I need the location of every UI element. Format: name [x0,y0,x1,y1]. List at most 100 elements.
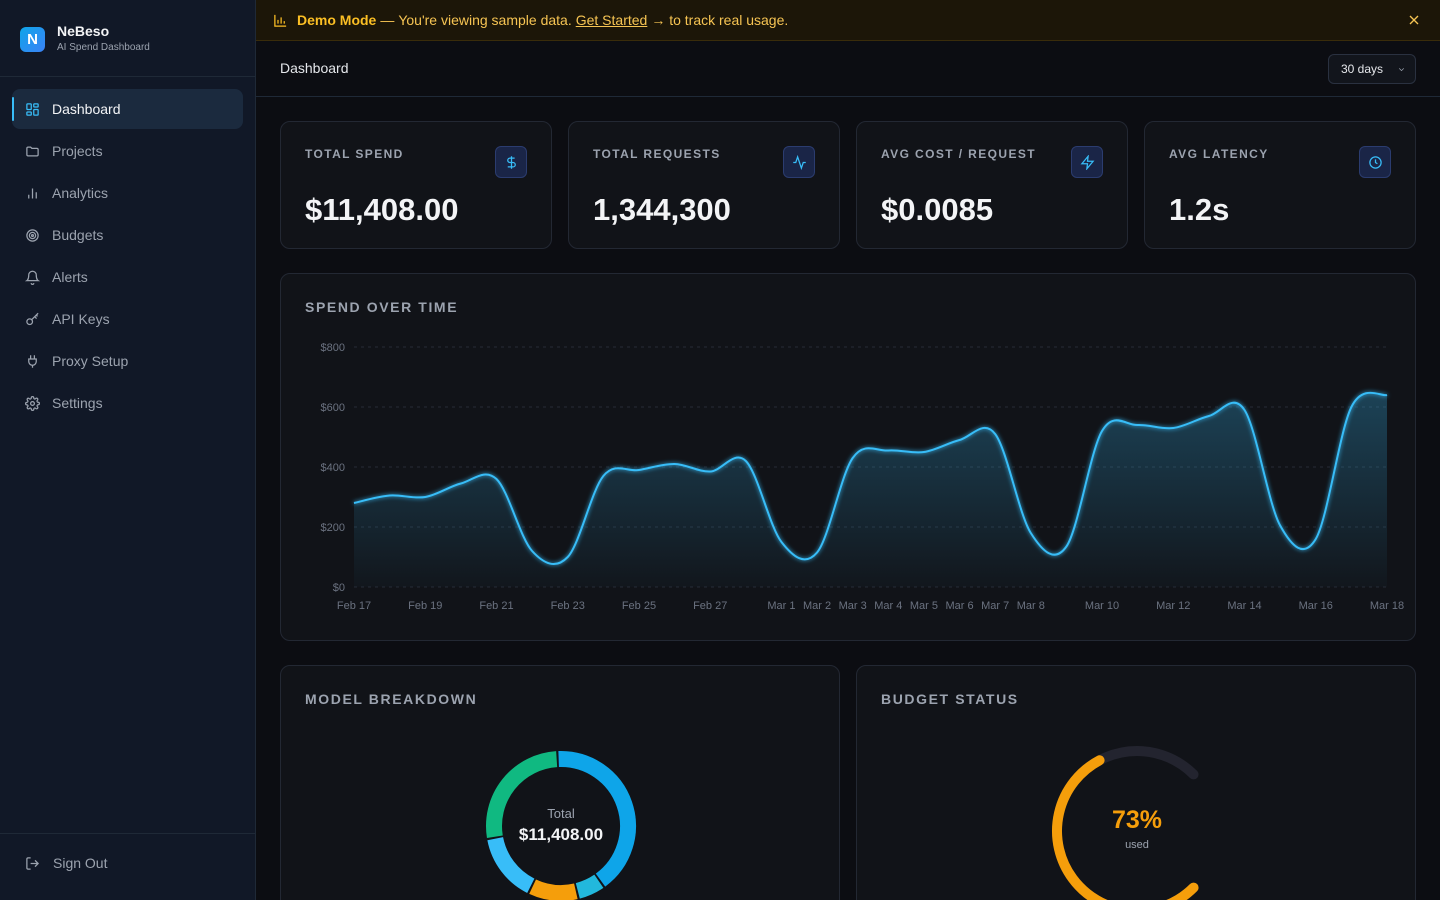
x-tick-label: Mar 4 [874,600,902,612]
stat-label: TOTAL REQUESTS [593,147,721,161]
banner-after-text: → to track real usage. [651,12,789,28]
x-tick-label: Mar 3 [839,600,867,612]
brand[interactable]: N NeBeso AI Spend Dashboard [20,22,150,56]
x-tick-label: Feb 19 [408,600,442,612]
sidebar: N NeBeso AI Spend Dashboard Dashboard Pr… [0,0,256,900]
brand-name: NeBeso [57,23,110,39]
sidebar-item-projects[interactable]: Projects [12,131,243,171]
donut-center-value: $11,408.00 [519,825,603,844]
dollar-icon [495,146,527,178]
sign-out-button[interactable]: Sign Out [24,855,107,871]
x-tick-label: Mar 12 [1156,600,1190,612]
sidebar-item-label: Dashboard [52,101,121,117]
sign-out-label: Sign Out [53,855,108,871]
x-tick-label: Mar 5 [910,600,938,612]
budget-used-label: used [1125,839,1149,851]
budget-percent: 73% [1112,806,1162,834]
stat-card-total-requests: TOTAL REQUESTS 1,344,300 [568,121,840,249]
x-tick-label: Feb 27 [693,600,727,612]
sidebar-item-analytics[interactable]: Analytics [12,173,243,213]
y-tick-label: $200 [321,522,345,534]
lightning-icon [1071,146,1103,178]
dashboard-grid-icon [24,101,40,117]
stat-value: 1.2s [1169,192,1230,227]
sidebar-item-label: Projects [52,143,103,159]
target-icon [24,227,40,243]
budget-gauge: 73% used [1052,746,1199,900]
model-breakdown-card: MODEL BREAKDOWN Total $11,408.00 [280,665,840,900]
get-started-link[interactable]: Get Started [575,12,648,28]
key-icon [24,311,40,327]
gauge-fill [1052,755,1199,900]
brand-logo: N [20,26,45,52]
x-tick-label: Mar 7 [981,600,1009,612]
x-tick-label: Mar 18 [1370,600,1404,612]
demo-mode-banner: Demo Mode — You're viewing sample data. … [256,0,1440,41]
sidebar-item-api-keys[interactable]: API Keys [12,299,243,339]
donut-slice[interactable] [529,879,578,900]
date-range-select[interactable]: 30 days [1328,54,1416,84]
stat-label: TOTAL SPEND [305,147,404,161]
sidebar-nav: Dashboard Projects Analytics Budgets Ale… [12,89,243,425]
spend-area [354,392,1387,587]
sidebar-item-label: Settings [52,395,103,411]
x-tick-label: Mar 8 [1017,600,1045,612]
date-range-value: 30 days [1341,62,1384,76]
x-tick-label: Feb 25 [622,600,656,612]
spend-line [353,391,1388,566]
model-donut-chart: Total $11,408.00 [486,751,636,900]
donut-slice[interactable] [558,751,636,887]
y-tick-label: $600 [321,402,345,414]
chevron-down-icon [1398,68,1405,72]
section-title: MODEL BREAKDOWN [305,691,478,707]
sidebar-item-proxy-setup[interactable]: Proxy Setup [12,341,243,381]
brand-subtitle: AI Spend Dashboard [57,42,150,53]
sidebar-item-dashboard[interactable]: Dashboard [12,89,243,129]
y-tick-label: $0 [333,582,345,594]
clock-icon [1359,146,1391,178]
stat-value: $0.0085 [881,192,994,227]
y-tick-label: $400 [321,462,345,474]
stat-card-total-spend: TOTAL SPEND $11,408.00 [280,121,552,249]
gear-icon [24,395,40,411]
x-tick-label: Feb 23 [551,600,585,612]
budget-status-card: BUDGET STATUS 73% used [856,665,1416,900]
divider [0,833,255,834]
x-tick-label: Mar 1 [767,600,795,612]
activity-pulse-icon [783,146,815,178]
bell-icon [24,269,40,285]
sidebar-item-label: Analytics [52,185,109,201]
folder-icon [24,143,40,159]
page-title: Dashboard [280,60,349,76]
sign-out-icon [24,855,40,871]
close-icon[interactable] [1406,12,1422,28]
donut-center-label: Total [547,806,575,821]
sidebar-item-settings[interactable]: Settings [12,383,243,423]
stat-value: $11,408.00 [305,192,459,227]
spend-chart: $0 $200 $400 $600 $800 Feb 17 Feb 19 Feb 21 Feb… [321,342,1405,612]
x-tick-label: Mar 16 [1299,600,1333,612]
plug-icon [24,353,40,369]
donut-slice[interactable] [487,836,535,893]
donut-slice[interactable] [486,751,558,838]
stat-label: AVG LATENCY [1169,147,1269,161]
x-tick-label: Mar 10 [1085,600,1119,612]
sidebar-item-budgets[interactable]: Budgets [12,215,243,255]
section-title: BUDGET STATUS [881,691,1019,707]
banner-text: You're viewing sample data. [398,12,572,28]
stat-card-avg-cost: AVG COST / REQUEST $0.0085 [856,121,1128,249]
sidebar-item-label: Alerts [52,269,88,285]
spend-over-time-card: SPEND OVER TIME $0 $200 $400 $600 $800 Feb 1… [280,273,1416,641]
stat-label: AVG COST / REQUEST [881,147,1036,161]
page-header: Dashboard 30 days [256,41,1440,97]
chart-icon [273,13,288,28]
donut-slice[interactable] [575,874,604,899]
x-tick-label: Mar 14 [1227,600,1261,612]
x-tick-label: Mar 6 [945,600,973,612]
x-tick-label: Mar 2 [803,600,831,612]
sidebar-item-label: API Keys [52,311,110,327]
x-tick-label: Feb 21 [479,600,513,612]
divider [0,76,255,77]
chart-title: SPEND OVER TIME [305,299,459,315]
sidebar-item-alerts[interactable]: Alerts [12,257,243,297]
